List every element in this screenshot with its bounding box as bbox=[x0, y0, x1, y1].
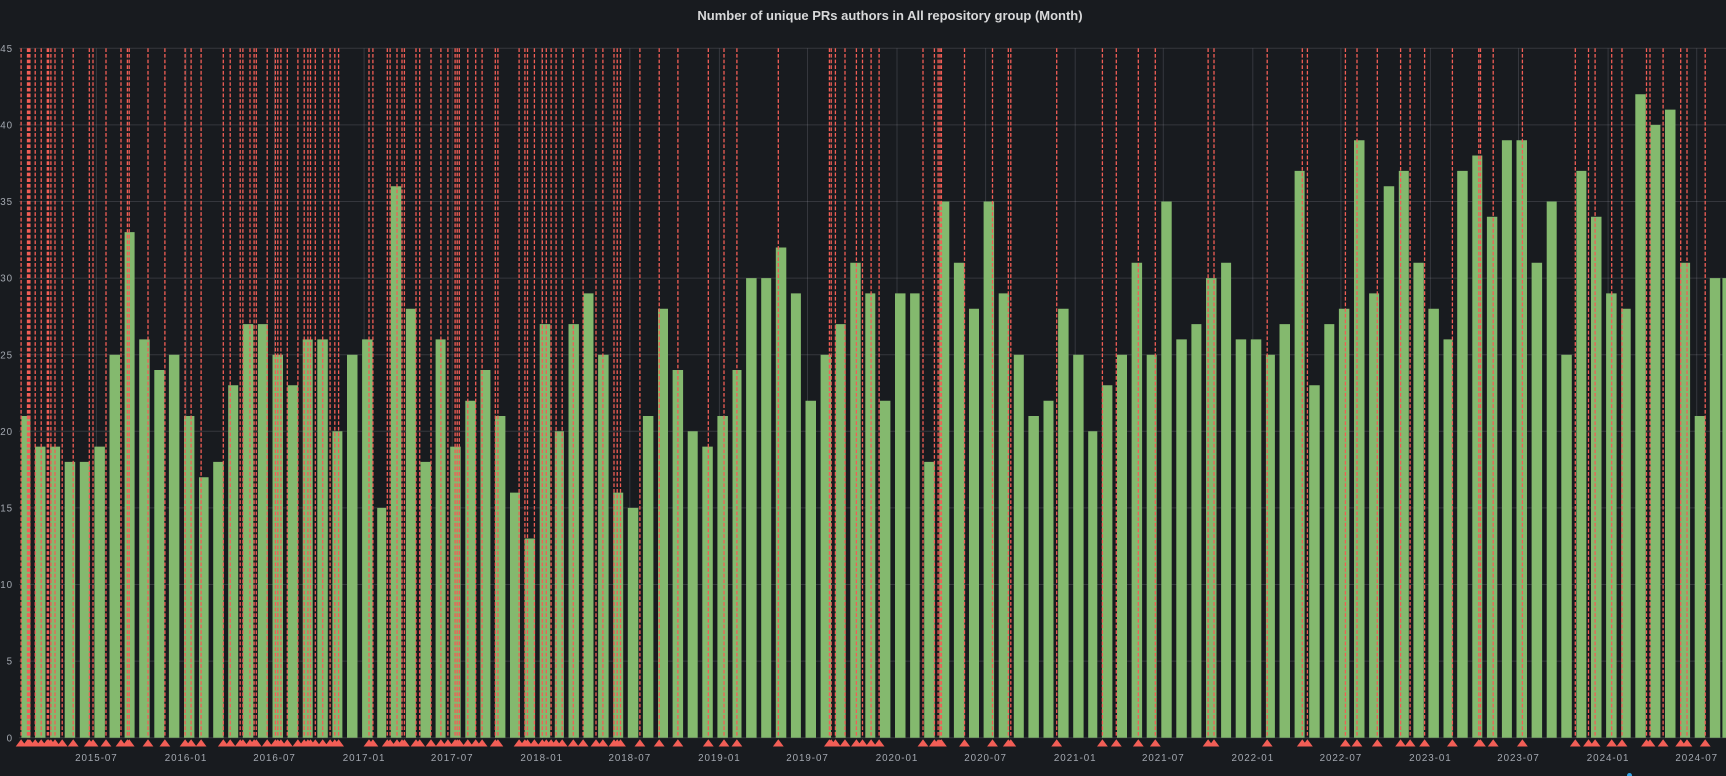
svg-text:2023-07: 2023-07 bbox=[1497, 753, 1540, 764]
svg-text:35: 35 bbox=[0, 197, 13, 208]
svg-text:2024-01: 2024-01 bbox=[1587, 753, 1630, 764]
svg-text:2021-01: 2021-01 bbox=[1054, 753, 1097, 764]
svg-text:25: 25 bbox=[0, 350, 13, 361]
svg-text:2023-01: 2023-01 bbox=[1409, 753, 1452, 764]
svg-text:2020-01: 2020-01 bbox=[876, 753, 919, 764]
svg-text:5: 5 bbox=[7, 657, 13, 668]
svg-text:2020-07: 2020-07 bbox=[964, 753, 1007, 764]
svg-text:2018-01: 2018-01 bbox=[520, 753, 563, 764]
svg-text:15: 15 bbox=[0, 504, 13, 515]
svg-text:2016-07: 2016-07 bbox=[253, 753, 296, 764]
svg-text:45: 45 bbox=[0, 44, 13, 55]
svg-text:2018-07: 2018-07 bbox=[608, 753, 651, 764]
svg-text:2017-07: 2017-07 bbox=[431, 753, 474, 764]
svg-text:0: 0 bbox=[7, 733, 13, 744]
svg-text:2015-07: 2015-07 bbox=[75, 753, 118, 764]
svg-text:2022-07: 2022-07 bbox=[1320, 753, 1363, 764]
svg-text:2019-07: 2019-07 bbox=[786, 753, 829, 764]
svg-text:2016-01: 2016-01 bbox=[165, 753, 208, 764]
svg-text:2019-01: 2019-01 bbox=[698, 753, 741, 764]
svg-text:2022-01: 2022-01 bbox=[1231, 753, 1274, 764]
svg-text:2021-07: 2021-07 bbox=[1142, 753, 1185, 764]
svg-text:40: 40 bbox=[0, 121, 13, 132]
svg-text:2017-01: 2017-01 bbox=[343, 753, 386, 764]
svg-text:30: 30 bbox=[0, 274, 13, 285]
svg-text:2024-07: 2024-07 bbox=[1675, 753, 1718, 764]
svg-text:20: 20 bbox=[0, 427, 13, 438]
svg-text:10: 10 bbox=[0, 580, 13, 591]
svg-text:Number of unique PRs authors i: Number of unique PRs authors in All repo… bbox=[697, 8, 1082, 23]
